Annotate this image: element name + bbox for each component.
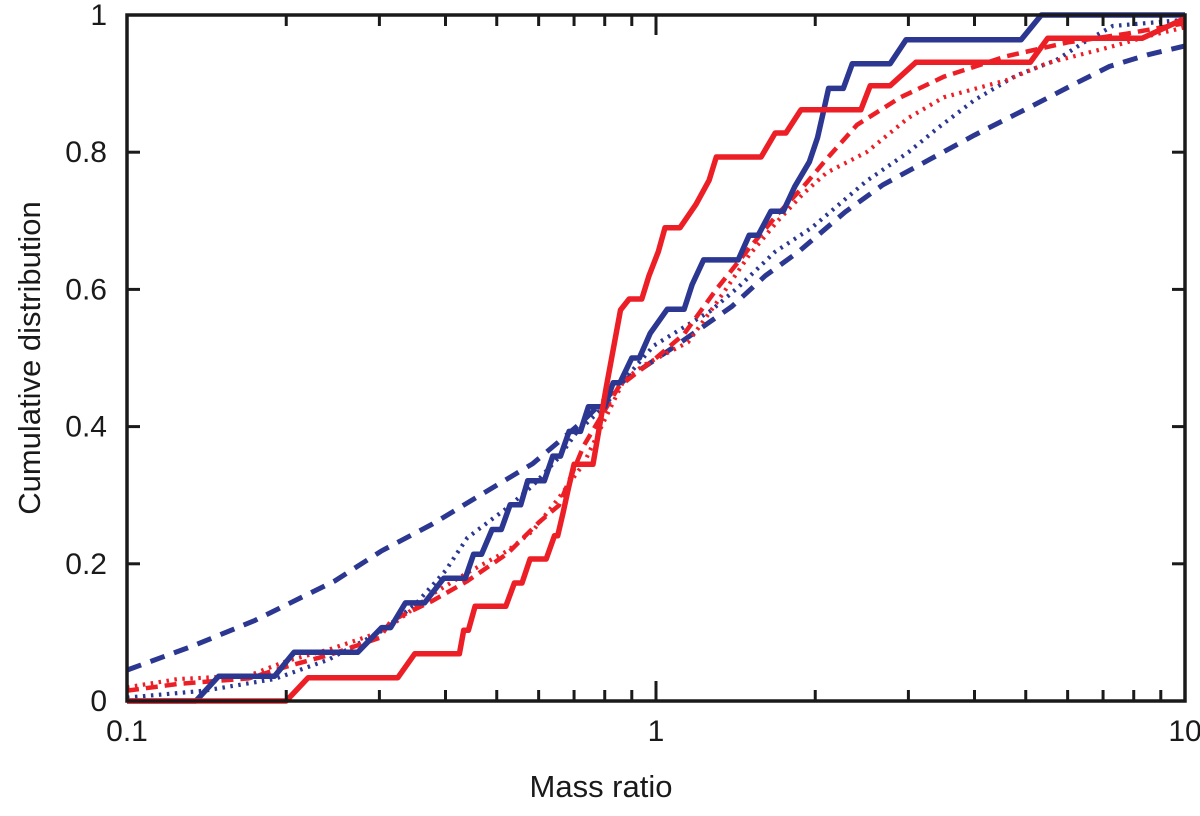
- y-axis-title: Cumulative distribution: [12, 201, 47, 515]
- y-tick-label: 0.4: [65, 411, 107, 444]
- series-blue-solid: [127, 12, 1185, 704]
- series-red-dashed: [126, 20, 1186, 693]
- series-red-solid: [127, 15, 1187, 704]
- x-tick-label: 10: [1168, 715, 1200, 748]
- y-tick-label: 0.2: [65, 548, 107, 581]
- y-tick-label: 1: [90, 0, 107, 32]
- series-blue-dotted: [126, 17, 1186, 700]
- y-tick-label: 0.6: [65, 273, 107, 306]
- x-tick-label: 1: [648, 715, 665, 748]
- x-tick-label: 0.1: [106, 715, 148, 748]
- y-tick-label: 0: [90, 685, 107, 718]
- series-red-dotted: [126, 25, 1186, 690]
- series-blue-dashed: [126, 43, 1186, 673]
- x-axis-title: Mass ratio: [529, 769, 673, 804]
- y-tick-label: 0.8: [65, 136, 107, 169]
